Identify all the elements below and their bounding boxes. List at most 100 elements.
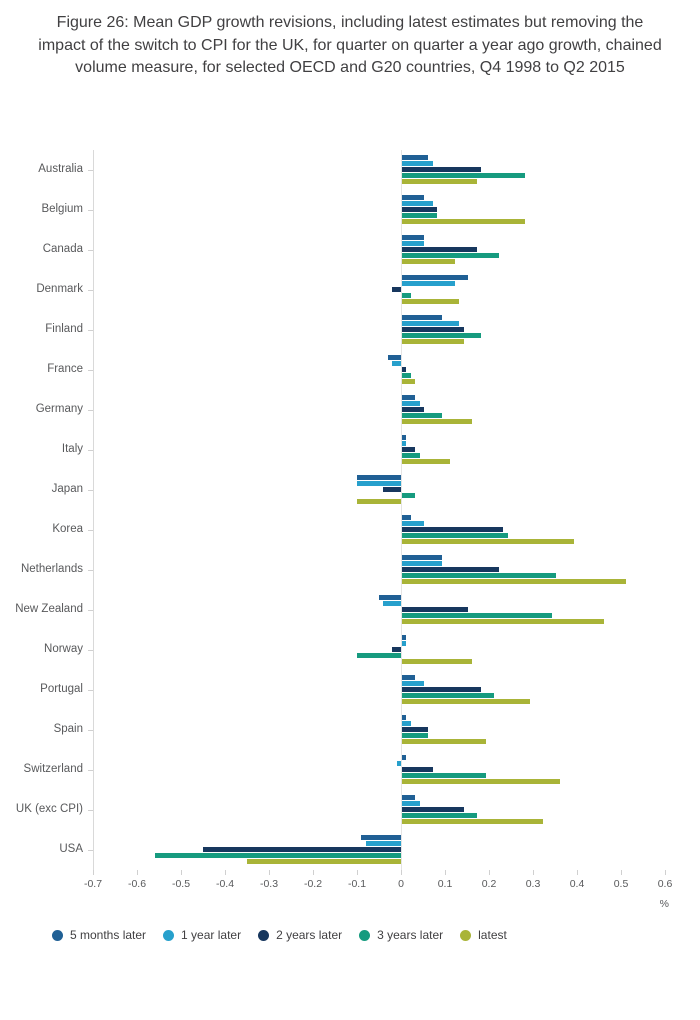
- legend-item-3-years-later[interactable]: 3 years later: [359, 928, 443, 942]
- x-axis-tick-label: -0.7: [83, 878, 103, 890]
- x-axis-tick-label: -0.3: [259, 878, 279, 890]
- bar-latest-australia: [402, 179, 477, 184]
- bar-2-years-later-norway: [392, 647, 401, 652]
- y-axis-label: Canada: [42, 243, 83, 255]
- y-axis-tick: [88, 730, 93, 731]
- x-axis-tick-label: 0.3: [525, 878, 541, 890]
- y-axis-label: USA: [59, 843, 83, 855]
- bar-5-months-later-spain: [402, 715, 407, 720]
- y-axis-tick: [88, 490, 93, 491]
- y-axis-label: Denmark: [36, 283, 83, 295]
- y-axis-tick: [88, 330, 93, 331]
- y-axis-label: Belgium: [41, 203, 83, 215]
- x-axis-tick-label: 0.6: [657, 878, 673, 890]
- y-axis-label: Switzerland: [23, 763, 83, 775]
- bar-latest-usa: [247, 859, 401, 864]
- bar-5-months-later-usa: [361, 835, 401, 840]
- y-axis-tick: [88, 370, 93, 371]
- x-axis-tick: [93, 870, 94, 875]
- bar-2-years-later-italy: [402, 447, 416, 452]
- x-axis-tick-label: -0.5: [171, 878, 191, 890]
- bar-3-years-later-switzerland: [402, 773, 486, 778]
- bar-1-year-later-portugal: [402, 681, 424, 686]
- x-axis-tick: [621, 870, 622, 875]
- bar-2-years-later-belgium: [402, 207, 438, 212]
- bar-2-years-later-portugal: [402, 687, 482, 692]
- bar-5-months-later-denmark: [402, 275, 468, 280]
- bar-3-years-later-japan: [402, 493, 416, 498]
- bar-latest-germany: [402, 419, 473, 424]
- bar-5-months-later-netherlands: [402, 555, 442, 560]
- legend-label: latest: [478, 928, 507, 942]
- legend-swatch-icon: [460, 929, 472, 941]
- bar-latest-japan: [357, 499, 401, 504]
- bar-2-years-later-finland: [402, 327, 464, 332]
- legend-item-1-year-later[interactable]: 1 year later: [163, 928, 241, 942]
- legend-label: 5 months later: [70, 928, 147, 942]
- bar-2-years-later-denmark: [392, 287, 401, 292]
- y-axis-label: France: [47, 363, 83, 375]
- y-axis-label: Germany: [35, 403, 83, 415]
- y-axis-tick: [88, 450, 93, 451]
- y-axis-label: Korea: [52, 523, 83, 535]
- y-axis-tick: [88, 170, 93, 171]
- bar-3-years-later-usa: [154, 853, 401, 858]
- x-axis-tick-label: -0.6: [127, 878, 147, 890]
- x-axis-tick: [665, 870, 666, 875]
- y-axis-tick: [88, 810, 93, 811]
- bar-3-years-later-norway: [357, 653, 401, 658]
- bar-2-years-later-usa: [203, 847, 401, 852]
- bar-1-year-later-new-zealand: [383, 601, 401, 606]
- bar-2-years-later-canada: [402, 247, 477, 252]
- y-axis-tick: [88, 690, 93, 691]
- bar-1-year-later-denmark: [402, 281, 455, 286]
- legend-item-5-months-later[interactable]: 5 months later: [52, 928, 146, 942]
- bar-5-months-later-canada: [402, 235, 424, 240]
- y-axis-tick: [88, 610, 93, 611]
- y-axis-label: Finland: [45, 323, 83, 335]
- legend-item-latest[interactable]: latest: [460, 928, 507, 942]
- bar-2-years-later-korea: [402, 527, 504, 532]
- legend-swatch-icon: [359, 929, 371, 941]
- x-axis-tick: [445, 870, 446, 875]
- bar-3-years-later-australia: [402, 173, 526, 178]
- legend-label: 3 years later: [377, 928, 444, 942]
- legend-item-2-years-later[interactable]: 2 years later: [258, 928, 342, 942]
- bar-1-year-later-finland: [402, 321, 460, 326]
- bar-latest-portugal: [402, 699, 530, 704]
- y-axis-tick: [88, 210, 93, 211]
- bar-5-months-later-italy: [402, 435, 407, 440]
- bar-1-year-later-spain: [402, 721, 411, 726]
- bar-5-months-later-switzerland: [402, 755, 407, 760]
- bar-1-year-later-switzerland: [396, 761, 401, 766]
- bar-3-years-later-new-zealand: [402, 613, 552, 618]
- bar-2-years-later-netherlands: [402, 567, 499, 572]
- bar-latest-netherlands: [402, 579, 627, 584]
- bar-1-year-later-norway: [402, 641, 407, 646]
- bar-2-years-later-australia: [402, 167, 482, 172]
- legend-label: 2 years later: [276, 928, 343, 942]
- legend-label: 1 year later: [181, 928, 242, 942]
- bar-5-months-later-japan: [357, 475, 401, 480]
- bar-1-year-later-australia: [402, 161, 433, 166]
- bar-1-year-later-canada: [402, 241, 424, 246]
- y-axis-tick: [88, 530, 93, 531]
- bar-2-years-later-switzerland: [402, 767, 433, 772]
- chart-title: Figure 26: Mean GDP growth revisions, in…: [38, 14, 662, 77]
- bar-5-months-later-germany: [402, 395, 416, 400]
- bar-latest-finland: [402, 339, 464, 344]
- bar-1-year-later-uk-exc-cpi: [402, 801, 420, 806]
- bar-latest-italy: [402, 459, 451, 464]
- y-axis-tick: [88, 850, 93, 851]
- bar-2-years-later-new-zealand: [402, 607, 468, 612]
- bar-2-years-later-uk-exc-cpi: [402, 807, 464, 812]
- bar-3-years-later-korea: [402, 533, 508, 538]
- y-axis-label: Spain: [53, 723, 83, 735]
- bar-latest-uk-exc-cpi: [402, 819, 543, 824]
- bar-latest-switzerland: [402, 779, 561, 784]
- y-axis-label: Norway: [44, 643, 83, 655]
- legend-swatch-icon: [258, 929, 270, 941]
- y-axis-label: UK (exc CPI): [15, 803, 83, 815]
- bar-3-years-later-canada: [402, 253, 499, 258]
